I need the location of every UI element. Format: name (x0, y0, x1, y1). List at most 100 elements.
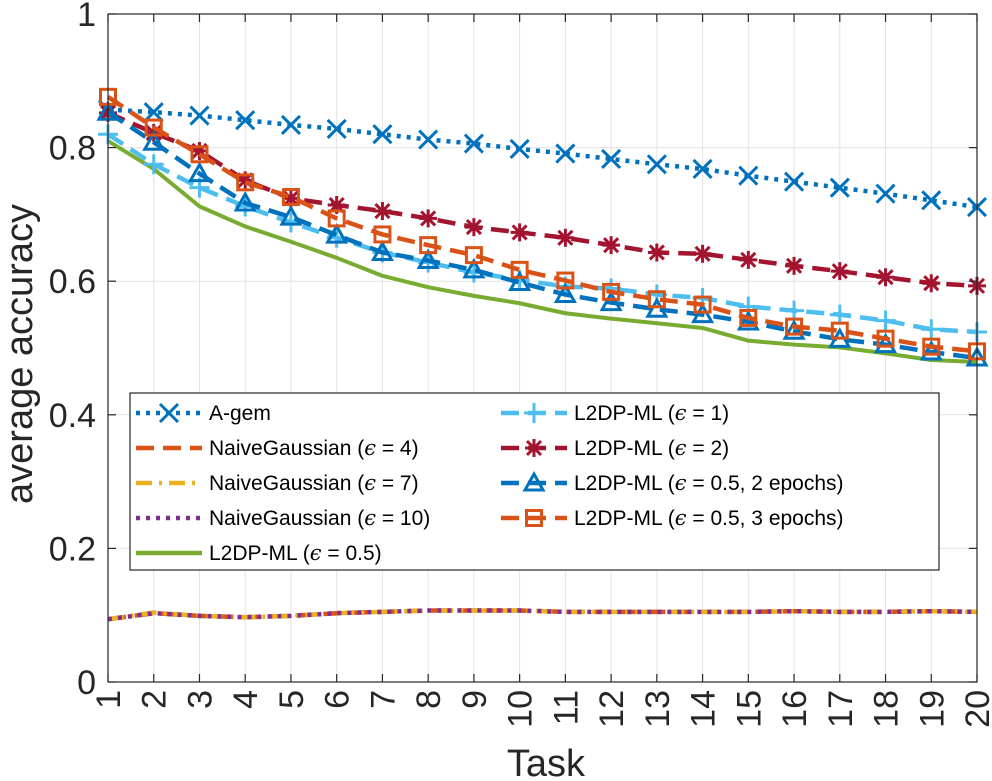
data-point (509, 138, 530, 159)
x-tick-label: 9 (456, 690, 494, 709)
data-point (418, 129, 439, 150)
y-tick-label: 1 (77, 0, 96, 34)
data-point (510, 223, 529, 242)
data-point (829, 177, 850, 198)
x-tick-label: 13 (639, 690, 677, 728)
x-tick-label: 18 (868, 690, 906, 728)
data-point (419, 236, 438, 255)
data-point (416, 248, 440, 269)
data-point (785, 317, 804, 336)
series-3 (107, 608, 978, 622)
data-point (693, 244, 712, 263)
x-tick-label: 3 (181, 690, 219, 709)
data-point (462, 257, 486, 279)
data-point (601, 148, 622, 170)
legend-label: A-gem (209, 402, 271, 425)
data-point (233, 190, 257, 212)
x-tick-label: 10 (502, 690, 540, 728)
series-line (107, 608, 978, 622)
x-tick-label: 20 (959, 690, 992, 728)
data-point (372, 124, 393, 145)
y-tick-label: 0.6 (49, 263, 96, 301)
data-point (556, 271, 575, 290)
data-point (693, 295, 712, 314)
data-point (327, 209, 346, 228)
data-point (830, 321, 849, 340)
legend-label: L2DP-ML (ϵ = 1) (574, 401, 729, 425)
y-tick-label: 0.4 (49, 397, 96, 435)
data-point (236, 173, 255, 192)
axes (107, 13, 978, 683)
y-tick-label: 0.8 (49, 130, 96, 168)
legend-entry: L2DP-ML (ϵ = 0.5) (136, 541, 382, 565)
data-point (873, 332, 898, 354)
data-point (326, 118, 347, 139)
data-point (187, 161, 212, 183)
data-point (522, 470, 546, 492)
data-point (645, 297, 669, 318)
legend-label: L2DP-ML (ϵ = 0.5, 3 epochs) (574, 506, 844, 530)
x-tick-label: 14 (685, 690, 723, 728)
legend-entry: L2DP-ML (ϵ = 1) (501, 401, 729, 425)
data-point (875, 183, 896, 204)
x-tick-labels: 1 2 3 4 5 6 7 8 9 10 11 12 13 14 15 16 17 18 19 20 (90, 690, 992, 728)
data-point (785, 256, 804, 275)
legend-label: L2DP-ML (ϵ = 0.5) (209, 541, 382, 565)
data-point (280, 114, 302, 135)
x-tick-label: 11 (547, 690, 585, 725)
data-point (190, 141, 209, 160)
x-tick-label: 8 (410, 690, 448, 709)
data-point (647, 243, 666, 262)
data-point (646, 154, 667, 175)
x-tick-label: 4 (227, 690, 265, 709)
data-point (281, 188, 300, 207)
data-point (463, 133, 484, 154)
data-point (524, 403, 544, 423)
data-point (876, 268, 895, 287)
y-axis-title: average accuracy (0, 204, 41, 504)
x-tick-label: 16 (776, 690, 814, 728)
data-point (599, 290, 623, 312)
data-point (553, 282, 577, 304)
data-point (189, 105, 210, 126)
data-point (464, 246, 483, 265)
axes-box (107, 13, 978, 683)
data-point (555, 143, 576, 164)
data-point (510, 260, 529, 279)
data-point (525, 439, 543, 457)
x-tick-label: 19 (913, 690, 951, 728)
x-tick-label: 1 (90, 690, 128, 709)
data-point (144, 118, 163, 137)
legend-entry: L2DP-ML (ϵ = 0.5, 3 epochs) (501, 506, 844, 530)
data-point (142, 130, 166, 151)
legend-entry: L2DP-ML (ϵ = 2) (501, 436, 729, 460)
data-point (370, 240, 394, 261)
data-point (692, 158, 713, 180)
data-point (143, 154, 164, 175)
data-point (876, 329, 895, 348)
legend-label: L2DP-ML (ϵ = 0.5, 2 epochs) (574, 471, 844, 495)
legend-label: L2DP-ML (ϵ = 2) (574, 436, 729, 460)
data-point (508, 270, 532, 292)
data-point (327, 196, 346, 215)
data-point (373, 202, 392, 221)
data-point (419, 209, 438, 228)
x-tick-label: 17 (822, 690, 860, 728)
legend-entry: NaiveGaussian (ϵ = 4) (136, 436, 419, 460)
legend-label: NaiveGaussian (ϵ = 7) (209, 471, 419, 495)
data-point (921, 190, 942, 211)
legend: A-gem NaiveGaussian (ϵ = 4) NaiveGaussian … (129, 392, 940, 571)
data-point (922, 337, 941, 356)
data-point (782, 319, 806, 340)
data-point (783, 171, 805, 192)
data-point (919, 339, 943, 361)
x-axis-title: Task (507, 743, 586, 781)
data-point (143, 102, 164, 123)
data-point (602, 236, 621, 255)
data-point (236, 171, 255, 190)
data-point (647, 290, 666, 309)
y-tick-label: 0 (77, 664, 96, 702)
data-point (691, 302, 715, 324)
data-point (464, 218, 483, 237)
